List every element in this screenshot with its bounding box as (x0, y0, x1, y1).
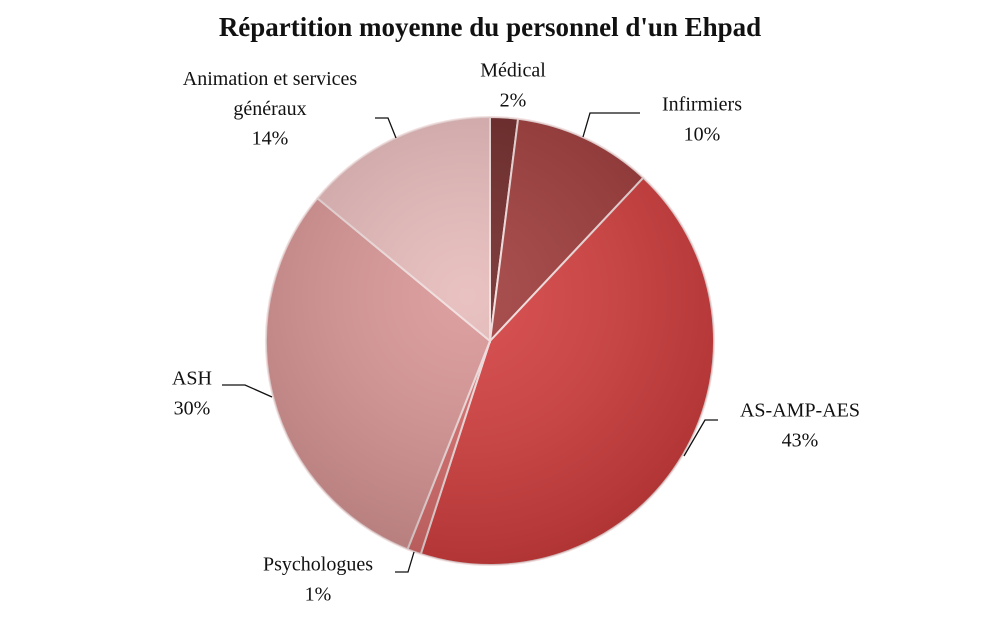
slice-value-label: 30% (174, 398, 211, 420)
slice-label: Animation et services généraux (183, 68, 358, 120)
slice-value-label: 10% (684, 124, 721, 146)
leader-line (222, 384, 273, 398)
slice-label: AS-AMP-AES (740, 400, 860, 422)
slice-label: ASH (172, 368, 212, 390)
slice-label: Psychologues (263, 554, 373, 576)
leader-line (395, 551, 415, 573)
slice-value-label: 43% (782, 430, 819, 452)
leader-line (375, 117, 397, 139)
slice-value-label: 14% (252, 128, 289, 150)
slice-label: Médical (480, 60, 546, 82)
leader-line (683, 419, 718, 457)
chart-title: Répartition moyenne du personnel d'un Eh… (219, 12, 761, 42)
leader-line (582, 112, 640, 138)
slice-label: Infirmiers (662, 94, 742, 116)
slice-value-label: 2% (500, 90, 527, 112)
slice-value-label: 1% (305, 584, 332, 606)
